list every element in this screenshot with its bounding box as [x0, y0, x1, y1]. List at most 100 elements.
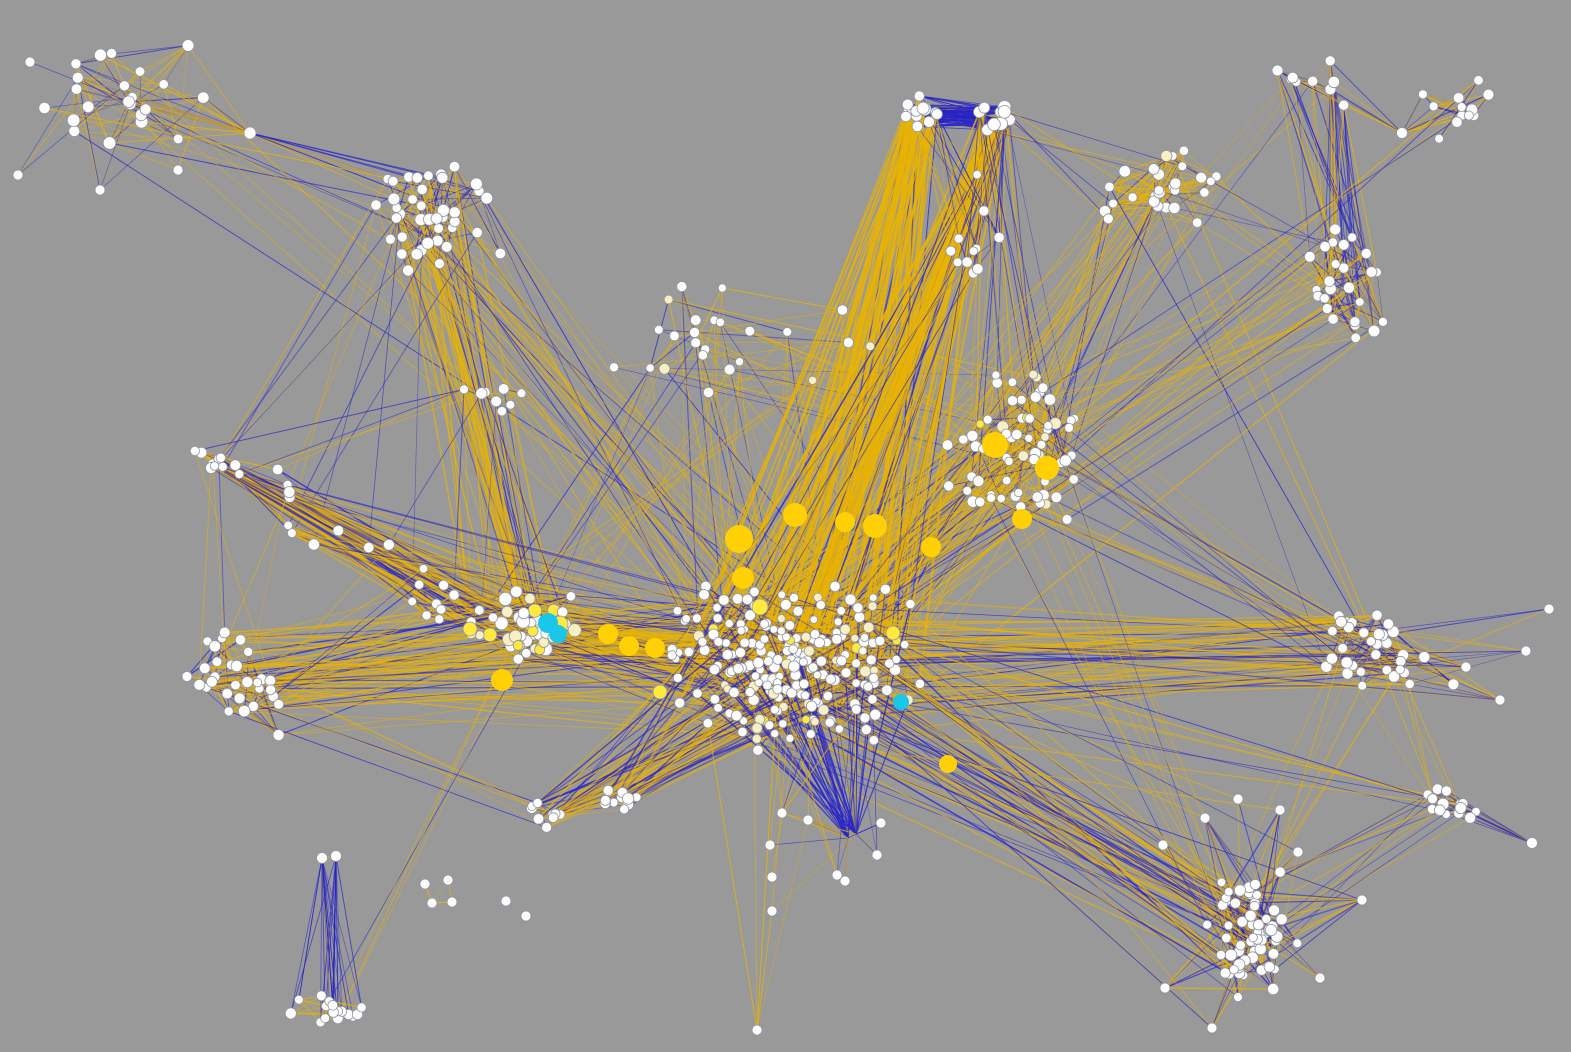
graph-node[interactable] — [491, 669, 513, 691]
graph-node[interactable] — [831, 869, 843, 881]
graph-node[interactable] — [751, 722, 763, 734]
graph-node[interactable] — [1387, 670, 1401, 683]
graph-node[interactable] — [728, 686, 740, 698]
graph-node[interactable] — [70, 83, 83, 95]
graph-node[interactable] — [900, 640, 910, 650]
graph-node[interactable] — [1327, 625, 1338, 637]
graph-node[interactable] — [825, 673, 837, 685]
graph-node[interactable] — [501, 605, 514, 618]
graph-node[interactable] — [1178, 145, 1190, 156]
graph-node[interactable] — [731, 593, 744, 605]
graph-node[interactable] — [776, 807, 788, 819]
graph-node[interactable] — [38, 101, 51, 115]
graph-node[interactable] — [993, 231, 1005, 244]
graph-node[interactable] — [434, 258, 445, 270]
graph-node[interactable] — [713, 703, 723, 713]
graph-node[interactable] — [865, 654, 877, 666]
graph-node[interactable] — [284, 1007, 297, 1020]
graph-node[interactable] — [1223, 920, 1234, 931]
graph-node[interactable] — [891, 654, 901, 664]
graph-node[interactable] — [697, 637, 708, 647]
graph-node[interactable] — [363, 541, 375, 554]
graph-node[interactable] — [1350, 332, 1361, 344]
graph-node[interactable] — [215, 452, 226, 463]
graph-node[interactable] — [209, 461, 220, 471]
graph-node[interactable] — [181, 39, 195, 52]
graph-node[interactable] — [1267, 948, 1280, 960]
graph-node[interactable] — [462, 621, 478, 637]
graph-node[interactable] — [770, 705, 780, 715]
graph-node[interactable] — [1418, 89, 1428, 100]
graph-node[interactable] — [850, 633, 860, 643]
graph-node[interactable] — [817, 704, 830, 716]
graph-node[interactable] — [1265, 923, 1278, 937]
graph-node[interactable] — [527, 603, 543, 618]
graph-node[interactable] — [387, 175, 399, 187]
graph-node[interactable] — [1157, 839, 1169, 851]
graph-node[interactable] — [498, 383, 510, 395]
graph-node[interactable] — [860, 724, 872, 735]
graph-node[interactable] — [1395, 664, 1405, 675]
graph-node[interactable] — [813, 637, 826, 649]
graph-node[interactable] — [962, 485, 973, 496]
graph-node[interactable] — [842, 336, 854, 348]
graph-node[interactable] — [1261, 914, 1272, 924]
graph-node[interactable] — [759, 634, 770, 644]
graph-node[interactable] — [434, 614, 445, 625]
graph-node[interactable] — [307, 538, 320, 551]
graph-node[interactable] — [751, 1024, 763, 1036]
graph-node[interactable] — [921, 537, 941, 557]
graph-node[interactable] — [471, 227, 483, 239]
graph-node[interactable] — [193, 679, 206, 691]
graph-node[interactable] — [1035, 456, 1059, 480]
graph-node[interactable] — [106, 48, 117, 59]
graph-node[interactable] — [1004, 456, 1014, 466]
graph-node[interactable] — [815, 655, 827, 667]
graph-node[interactable] — [1355, 297, 1365, 307]
graph-node[interactable] — [1233, 992, 1243, 1002]
graph-node[interactable] — [1494, 694, 1506, 706]
graph-node[interactable] — [521, 648, 532, 659]
graph-node[interactable] — [1338, 262, 1350, 274]
graph-node[interactable] — [94, 184, 106, 196]
graph-node[interactable] — [734, 647, 746, 659]
graph-node[interactable] — [512, 640, 524, 651]
graph-node[interactable] — [690, 337, 702, 349]
graph-node[interactable] — [416, 183, 428, 195]
graph-node[interactable] — [410, 248, 423, 261]
graph-node[interactable] — [689, 326, 701, 338]
graph-node[interactable] — [735, 357, 745, 367]
graph-node[interactable] — [230, 659, 243, 673]
graph-node[interactable] — [181, 671, 193, 682]
graph-node[interactable] — [800, 631, 812, 643]
graph-node[interactable] — [986, 493, 996, 503]
graph-node[interactable] — [1464, 812, 1476, 824]
graph-node[interactable] — [997, 105, 1012, 119]
graph-node[interactable] — [751, 671, 761, 681]
graph-node[interactable] — [1235, 940, 1246, 951]
graph-node[interactable] — [1451, 116, 1463, 128]
graph-node[interactable] — [1340, 656, 1353, 669]
graph-node[interactable] — [435, 604, 447, 615]
graph-node[interactable] — [102, 136, 117, 150]
graph-node[interactable] — [414, 579, 425, 590]
graph-node[interactable] — [952, 257, 963, 268]
graph-node[interactable] — [446, 896, 458, 908]
graph-node[interactable] — [839, 623, 851, 636]
graph-node[interactable] — [778, 719, 788, 729]
graph-node[interactable] — [1206, 176, 1216, 187]
graph-node[interactable] — [762, 680, 772, 691]
graph-node[interactable] — [777, 614, 786, 623]
graph-node[interactable] — [1454, 802, 1467, 815]
graph-node[interactable] — [419, 878, 431, 890]
graph-node[interactable] — [24, 56, 36, 68]
graph-node[interactable] — [1014, 488, 1024, 498]
graph-node[interactable] — [1153, 185, 1165, 196]
graph-node[interactable] — [737, 726, 748, 738]
graph-node[interactable] — [721, 649, 734, 661]
graph-node[interactable] — [229, 459, 242, 471]
graph-node[interactable] — [487, 612, 498, 623]
graph-node[interactable] — [987, 117, 1001, 132]
graph-node[interactable] — [158, 79, 169, 90]
graph-node[interactable] — [692, 613, 702, 624]
